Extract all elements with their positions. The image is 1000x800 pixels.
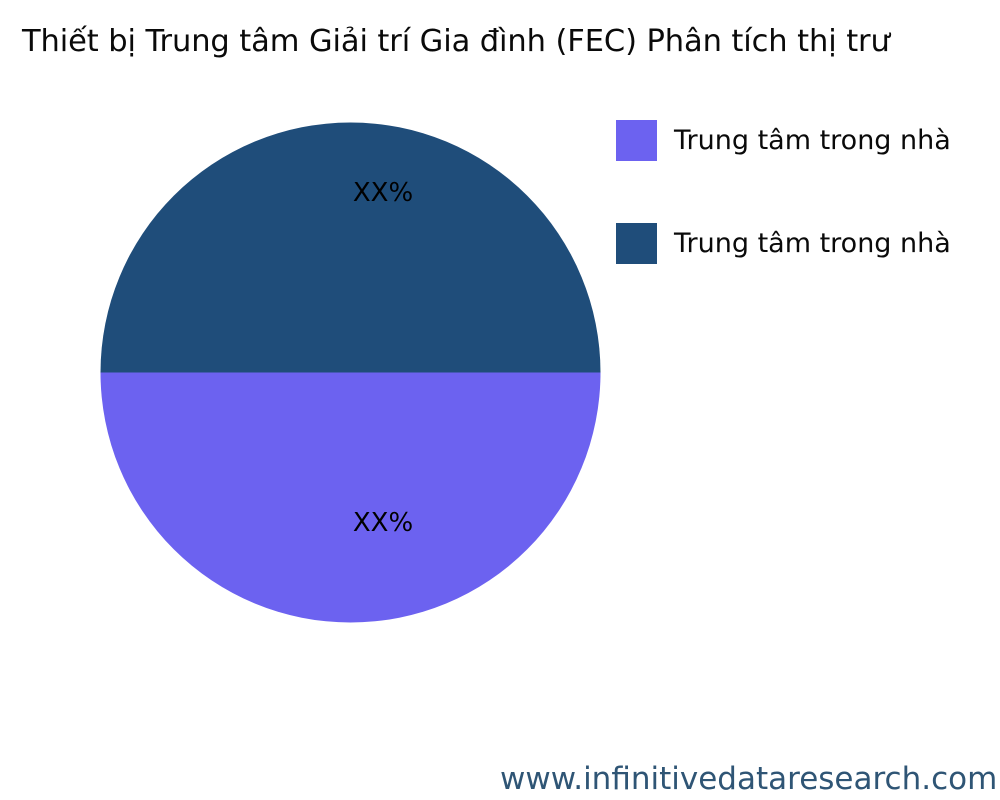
legend-swatch-indoor-center-1 xyxy=(616,120,657,161)
pie-chart-svg xyxy=(100,122,601,623)
pie-slice-indoor-center-2[interactable] xyxy=(100,122,601,373)
pie-chart-plot-area: XX% XX% xyxy=(100,122,601,623)
chart-title: Thiết bị Trung tâm Giải trí Gia đình (FE… xyxy=(22,24,890,59)
legend-label-indoor-center-2: Trung tâm trong nhà xyxy=(674,228,951,259)
pie-slice-label-2: XX% xyxy=(352,178,414,208)
pie-slice-label-1: XX% xyxy=(352,508,414,538)
legend-label-indoor-center-1: Trung tâm trong nhà xyxy=(674,125,951,156)
pie-slice-indoor-center-1[interactable] xyxy=(100,372,601,623)
source-website-url: www.infinitivedataresearch.com xyxy=(500,761,998,797)
legend-swatch-indoor-center-2 xyxy=(616,223,657,264)
